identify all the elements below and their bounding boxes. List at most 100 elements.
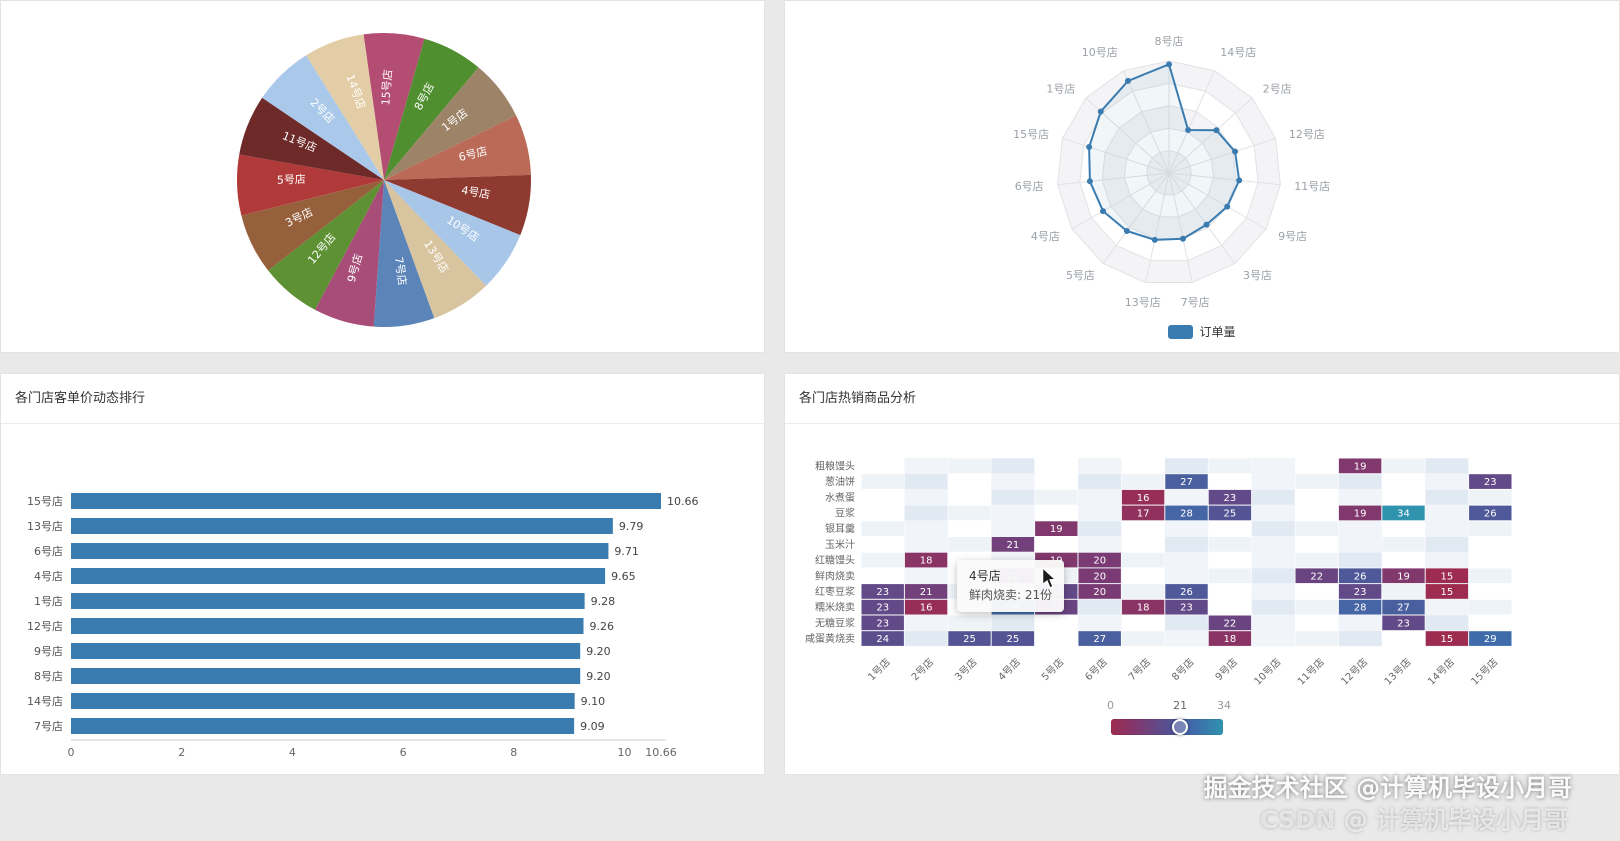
heatmap-cell[interactable]: [861, 584, 904, 599]
radar-data-point[interactable]: [1151, 236, 1158, 243]
pie-slice[interactable]: [384, 38, 479, 180]
heatmap-cell-faint[interactable]: [904, 474, 948, 489]
heatmap-cell[interactable]: [991, 631, 1035, 646]
heatmap-cell[interactable]: [1338, 458, 1382, 474]
heatmap-cell[interactable]: [1338, 599, 1382, 615]
radar-data-point[interactable]: [1100, 208, 1107, 215]
bar[interactable]: [71, 543, 609, 559]
heatmap-cell-faint[interactable]: [1078, 599, 1121, 615]
pie-slice[interactable]: [384, 115, 531, 180]
heatmap-cell-faint[interactable]: [1382, 584, 1425, 599]
heatmap-cell-faint[interactable]: [1425, 489, 1469, 505]
heatmap-cell[interactable]: [1208, 615, 1252, 631]
heatmap-cell[interactable]: [991, 537, 1035, 552]
bar[interactable]: [71, 718, 575, 734]
pie-slice[interactable]: [237, 154, 384, 216]
heatmap-cell-faint[interactable]: [1469, 599, 1512, 615]
heatmap-cell-faint[interactable]: [1252, 599, 1295, 615]
heatmap-cell-faint[interactable]: [1121, 631, 1165, 646]
heatmap-cell-faint[interactable]: [1165, 615, 1208, 631]
radar-data-point[interactable]: [1236, 177, 1243, 184]
heatmap-cell-faint[interactable]: [1382, 458, 1425, 474]
heatmap-cell-faint[interactable]: [948, 615, 991, 631]
heatmap-cell[interactable]: [1165, 474, 1208, 489]
pie-slice[interactable]: [384, 174, 531, 236]
bar[interactable]: [71, 668, 581, 684]
heatmap-cell-faint[interactable]: [1252, 521, 1295, 536]
heatmap-cell-faint[interactable]: [948, 458, 991, 474]
pie-slice[interactable]: [268, 180, 384, 310]
bar[interactable]: [71, 643, 581, 659]
radar-chart[interactable]: 8号店 14号店 2号店 12号店 11号店 9号店 3号店 7号店 13号店 5号店 4号店 6号店…: [785, 1, 1620, 319]
radar-data-point[interactable]: [1203, 221, 1210, 228]
heatmap-cell[interactable]: [904, 599, 948, 615]
heatmap-cell-faint[interactable]: [991, 489, 1035, 505]
visualmap-handle[interactable]: [1172, 719, 1189, 735]
heatmap-cell-faint[interactable]: [1295, 521, 1338, 536]
heatmap-cell-faint[interactable]: [1208, 537, 1252, 552]
heatmap-cell[interactable]: [1078, 552, 1121, 568]
heatmap-cell[interactable]: [1382, 568, 1425, 584]
heatmap-cell[interactable]: [1121, 599, 1165, 615]
radar-data-point[interactable]: [1179, 235, 1186, 242]
pie-slice[interactable]: [314, 180, 384, 327]
pie-slice[interactable]: [363, 33, 425, 181]
pie-slice[interactable]: [384, 180, 521, 286]
heatmap-cell[interactable]: [1338, 568, 1382, 584]
heatmap-cell[interactable]: [948, 631, 991, 646]
bar[interactable]: [71, 693, 575, 709]
bar[interactable]: [71, 618, 584, 634]
heatmap-cell[interactable]: [861, 615, 904, 631]
heatmap-cell[interactable]: [1338, 505, 1382, 521]
heatmap-cell-faint[interactable]: [1121, 584, 1165, 599]
heatmap-cell[interactable]: [1425, 568, 1469, 584]
radar-data-point[interactable]: [1224, 203, 1231, 210]
bar-chart[interactable]: 0 2 4 6 8 10 10.66 15号店 10.66 13号店 9.79 6号店 9.71 4号店 9…: [1, 424, 766, 776]
heatmap-cell-faint[interactable]: [1252, 568, 1295, 584]
bar[interactable]: [71, 568, 606, 584]
heatmap-cell[interactable]: [1382, 505, 1425, 521]
heatmap-cell-faint[interactable]: [1338, 474, 1382, 489]
heatmap-cell-faint[interactable]: [1295, 599, 1338, 615]
heatmap-cell-faint[interactable]: [1469, 489, 1512, 505]
radar-data-point[interactable]: [1086, 178, 1093, 185]
heatmap-cell-faint[interactable]: [1078, 474, 1121, 489]
heatmap-cell[interactable]: [1078, 631, 1121, 646]
heatmap-cell-faint[interactable]: [1121, 474, 1165, 489]
heatmap-cell[interactable]: [1121, 489, 1165, 505]
heatmap-cell-faint[interactable]: [1338, 631, 1382, 646]
heatmap-cell[interactable]: [904, 584, 948, 599]
heatmap-cell-faint[interactable]: [861, 521, 904, 536]
heatmap-cell[interactable]: [1382, 599, 1425, 615]
heatmap-cell[interactable]: [1165, 584, 1208, 599]
heatmap-cell[interactable]: [1078, 568, 1121, 584]
visualmap-slider[interactable]: 0 21 34: [1103, 697, 1243, 745]
pie-slice[interactable]: [384, 67, 517, 180]
heatmap-cell-faint[interactable]: [948, 505, 991, 521]
pie-slice[interactable]: [241, 180, 384, 271]
heatmap-cell[interactable]: [1208, 505, 1252, 521]
heatmap-cell-faint[interactable]: [904, 631, 948, 646]
radar-legend[interactable]: 订单量: [785, 323, 1619, 340]
heatmap-cell-faint[interactable]: [1078, 521, 1121, 536]
pie-slice[interactable]: [384, 180, 487, 319]
bar[interactable]: [71, 518, 613, 534]
pie-chart[interactable]: 15号店 8号店1号店6号店4号店10号店13号店7号店9号店12号店3号店5号店…: [1, 1, 766, 354]
heatmap-cell[interactable]: [904, 552, 948, 568]
heatmap-cell[interactable]: [1165, 599, 1208, 615]
heatmap-cell[interactable]: [1035, 521, 1078, 536]
radar-series-area[interactable]: [1088, 63, 1241, 241]
heatmap-cell-faint[interactable]: [1425, 537, 1469, 552]
radar-data-point[interactable]: [1086, 144, 1093, 151]
heatmap-cell-faint[interactable]: [1295, 631, 1338, 646]
radar-data-point[interactable]: [1125, 77, 1132, 84]
radar-data-point[interactable]: [1185, 127, 1192, 134]
heatmap-cell-faint[interactable]: [1469, 521, 1512, 536]
heatmap-cell-faint[interactable]: [1121, 552, 1165, 568]
heatmap-cell-faint[interactable]: [1338, 552, 1382, 568]
heatmap-cell[interactable]: [861, 599, 904, 615]
heatmap-cell-faint[interactable]: [991, 458, 1035, 474]
heatmap-cell-faint[interactable]: [861, 552, 904, 568]
pie-slice[interactable]: [239, 97, 384, 180]
bar[interactable]: [71, 493, 661, 509]
